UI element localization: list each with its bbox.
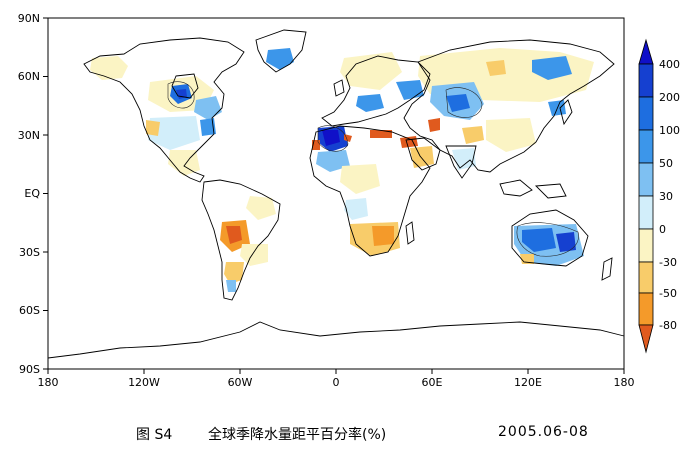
coastlines bbox=[47, 29, 625, 359]
colorbar-label-m80: -80 bbox=[659, 319, 677, 332]
colorbar-label-200: 200 bbox=[659, 91, 680, 104]
anomaly-core-iberia bbox=[322, 130, 340, 146]
lat-label-90n: 90N bbox=[18, 12, 40, 25]
colorbar-band-50-30 bbox=[638, 162, 654, 197]
lat-label-60n: 60N bbox=[18, 70, 40, 83]
figure-period: 2005.06-08 bbox=[498, 424, 589, 440]
colorbar-band-m30-m50 bbox=[638, 261, 654, 294]
anomaly-core-kazakhstan bbox=[446, 94, 470, 112]
anomaly-core-south-america bbox=[226, 226, 242, 244]
lon-label-0: 0 bbox=[333, 376, 340, 389]
anomaly-region-tibet bbox=[462, 126, 484, 144]
coast-new-guinea bbox=[534, 183, 567, 199]
colorbar-band-100-50 bbox=[638, 129, 654, 164]
coast-north-america bbox=[83, 37, 245, 183]
anomaly-region-central-africa bbox=[344, 198, 368, 220]
coast-indonesia bbox=[499, 179, 533, 197]
anomaly-region-iran bbox=[428, 118, 440, 132]
anomaly-region-patagonia bbox=[224, 262, 244, 284]
lon-label-120e: 120E bbox=[514, 376, 542, 389]
anomaly-region-brazil-north bbox=[246, 196, 276, 220]
anomaly-region-sahara-west bbox=[316, 150, 350, 172]
colorbar-top-triangle bbox=[638, 38, 654, 65]
colorbar-band-m50-m80 bbox=[638, 292, 654, 326]
anomaly-region-central-europe bbox=[356, 94, 384, 112]
coast-south-america bbox=[201, 179, 281, 301]
contour-australia bbox=[516, 222, 579, 257]
lon-label-180w: 180 bbox=[38, 376, 59, 389]
colorbar: 400 200 100 50 30 0 -30 -50 -80 bbox=[638, 38, 680, 354]
anomaly-region-greenland bbox=[266, 48, 294, 70]
lon-label-60e: 60E bbox=[422, 376, 443, 389]
anomaly-region-sahel bbox=[340, 164, 380, 194]
lat-label-60s: 60S bbox=[19, 304, 40, 317]
anomaly-region-us-west bbox=[146, 120, 160, 136]
coast-new-zealand bbox=[601, 257, 613, 281]
anomaly-region-east-siberia bbox=[532, 56, 572, 80]
colorbar-label-0: 0 bbox=[659, 223, 666, 236]
anomaly-region-us-east bbox=[200, 118, 216, 136]
anomaly-core-southern-africa bbox=[372, 226, 394, 246]
anomaly-fills bbox=[90, 48, 594, 292]
anomaly-region-algeria-west bbox=[344, 134, 352, 142]
coast-greenland bbox=[255, 29, 307, 73]
anomaly-region-scandinavia bbox=[340, 52, 402, 90]
anomaly-core-australia-west bbox=[522, 228, 556, 252]
colorbar-label-30: 30 bbox=[659, 190, 673, 203]
anomaly-region-china bbox=[486, 118, 536, 152]
anomaly-region-alaska bbox=[90, 56, 128, 80]
anomaly-region-argentina bbox=[240, 244, 268, 266]
anomaly-core-australia-east bbox=[556, 232, 576, 252]
lon-label-60w: 60W bbox=[228, 376, 253, 389]
coast-africa bbox=[309, 125, 431, 257]
coast-uk bbox=[333, 79, 345, 97]
colorbar-label-50: 50 bbox=[659, 157, 673, 170]
longitude-labels: 180 120W 60W 0 60E 120E 180 bbox=[38, 376, 635, 389]
colorbar-band-0-m30 bbox=[638, 228, 654, 263]
latitude-labels: 90N 60N 30N EQ 30S 60S 90S bbox=[18, 12, 41, 376]
colorbar-band-400-200 bbox=[638, 63, 654, 98]
anomaly-region-libya bbox=[370, 130, 392, 138]
coast-asia bbox=[403, 39, 615, 173]
colorbar-bottom-triangle bbox=[638, 324, 654, 354]
coast-arabia bbox=[405, 137, 441, 171]
figure-title: 全球季降水量距平百分率(%) bbox=[208, 427, 387, 443]
coast-india bbox=[445, 145, 477, 179]
colorbar-band-30-0 bbox=[638, 195, 654, 230]
anomaly-region-arabia bbox=[410, 146, 434, 168]
anomaly-region-us-central bbox=[148, 116, 200, 150]
figure-number: 图 S4 bbox=[136, 427, 173, 443]
lat-label-90s: 90S bbox=[19, 363, 40, 376]
coast-europe bbox=[321, 55, 431, 127]
lat-label-30n: 30N bbox=[18, 129, 40, 142]
anomaly-region-south-tip bbox=[226, 280, 236, 292]
lat-label-eq: EQ bbox=[24, 187, 40, 200]
colorbar-label-m30: -30 bbox=[659, 256, 677, 269]
colorbar-label-400: 400 bbox=[659, 58, 680, 71]
coast-antarctica bbox=[47, 321, 625, 359]
axis-ticks bbox=[43, 17, 625, 374]
coast-madagascar bbox=[405, 221, 415, 245]
coast-japan bbox=[559, 99, 573, 126]
anomaly-region-canada-east bbox=[194, 96, 222, 120]
anomaly-region-central-siberia-dry bbox=[486, 60, 506, 76]
contour-iberia bbox=[317, 125, 349, 152]
lon-label-180e: 180 bbox=[614, 376, 635, 389]
coast-australia bbox=[511, 209, 589, 267]
lat-label-30s: 30S bbox=[19, 246, 40, 259]
colorbar-label-100: 100 bbox=[659, 124, 680, 137]
lon-label-120w: 120W bbox=[128, 376, 160, 389]
colorbar-band-200-100 bbox=[638, 96, 654, 131]
coast-hudson-bay bbox=[171, 73, 199, 99]
colorbar-label-m50: -50 bbox=[659, 287, 677, 300]
